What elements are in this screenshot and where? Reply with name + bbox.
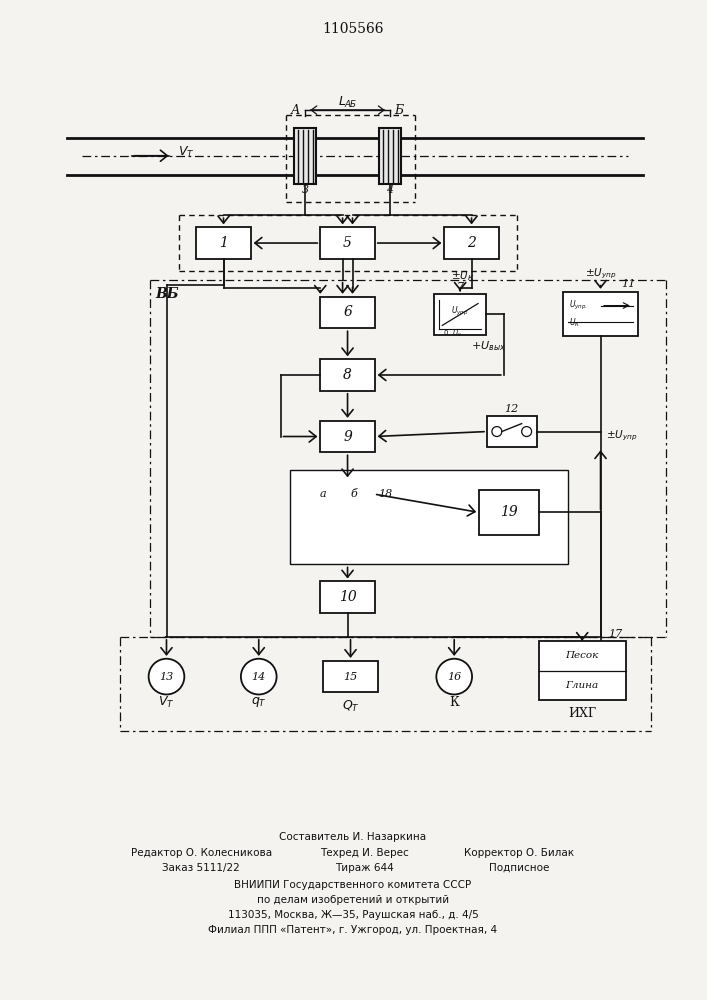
Bar [379,128,401,184]
Text: Заказ 5111/22: Заказ 5111/22 [163,863,240,873]
Text: 2: 2 [467,236,476,250]
Bar [323,661,378,692]
Text: $L_{А\!Б}$: $L_{А\!Б}$ [339,95,358,110]
Text: Филиал ППП «Патент», г. Ужгород, ул. Проектная, 4: Филиал ППП «Патент», г. Ужгород, ул. Про… [209,925,498,935]
Text: 4: 4 [386,185,393,195]
Text: 15: 15 [344,672,358,682]
Text: $U_к$: $U_к$ [452,329,462,339]
Text: $U_{упр}$: $U_{упр}$ [452,305,469,318]
Text: 1105566: 1105566 [322,22,384,36]
Circle shape [436,659,472,694]
Bar [320,297,375,328]
Bar [320,581,375,613]
Text: А: А [291,104,300,117]
Text: 5: 5 [343,236,352,250]
Text: Составитель И. Назаркина: Составитель И. Назаркина [279,832,426,842]
Text: $U_{упр.}$: $U_{упр.}$ [569,299,588,312]
Bar [320,227,375,259]
Circle shape [522,427,532,437]
Bar [295,128,316,184]
Text: Подписное: Подписное [489,863,549,873]
Text: $Q_T$: $Q_T$ [341,699,359,714]
Bar [320,421,375,452]
Bar [316,480,374,508]
Bar [539,641,626,700]
Text: 9: 9 [343,430,352,444]
Text: $+U_{вых}$: $+U_{вых}$ [472,339,506,353]
Circle shape [341,491,347,497]
Text: $V_T$: $V_T$ [178,145,194,160]
Text: по делам изобретений и открытий: по делам изобретений и открытий [257,895,449,905]
Circle shape [241,659,276,694]
Text: ВНИИПИ Государственного комитета СССР: ВНИИПИ Государственного комитета СССР [235,880,472,890]
Text: 7: 7 [457,282,464,292]
Bar [320,359,375,391]
Text: 14: 14 [252,672,266,682]
Text: $\pm U_{упр}$: $\pm U_{упр}$ [607,428,638,443]
Text: Корректор О. Билак: Корректор О. Билак [464,848,574,858]
Text: 113035, Москва, Ж—35, Раушская наб., д. 4/5: 113035, Москва, Ж—35, Раушская наб., д. … [228,910,479,920]
Text: 8: 8 [343,368,352,382]
Text: 11: 11 [621,279,636,289]
Bar [197,227,251,259]
Circle shape [331,491,337,497]
Text: Техред И. Верес: Техред И. Верес [320,848,409,858]
Text: К: К [450,696,459,709]
Text: Редактор О. Колесникова: Редактор О. Колесникова [131,848,271,858]
Text: $\pm U_{упр}$: $\pm U_{упр}$ [585,267,617,281]
Text: 6: 6 [343,305,352,319]
Text: Глина: Глина [566,681,599,690]
Bar [563,292,638,336]
Text: $V_T$: $V_T$ [158,695,175,710]
Text: 3: 3 [302,185,309,195]
Text: $0$: $0$ [443,328,449,337]
Text: Тираж 644: Тираж 644 [336,863,395,873]
Text: Песок: Песок [566,651,599,660]
Bar [479,490,539,535]
Bar [434,294,486,335]
Bar [291,470,568,564]
Text: 19: 19 [500,505,518,519]
Text: $U_К$: $U_К$ [569,316,581,329]
Bar [487,416,537,447]
Circle shape [492,427,502,437]
Text: б: б [351,489,357,499]
Bar [444,227,499,259]
Text: ИХГ: ИХГ [568,707,596,720]
Text: 17: 17 [609,629,623,639]
Text: 10: 10 [339,590,356,604]
Text: 1: 1 [219,236,228,250]
Text: 12: 12 [505,404,519,414]
Text: ВБ: ВБ [156,287,180,301]
Text: $q_T$: $q_T$ [251,695,267,709]
Text: 13: 13 [159,672,174,682]
Text: 16: 16 [447,672,462,682]
Text: а: а [320,489,327,499]
Text: 18: 18 [378,489,392,499]
Text: $\pm U_К$: $\pm U_К$ [451,269,475,283]
Circle shape [148,659,185,694]
Text: Б: Б [395,104,404,117]
